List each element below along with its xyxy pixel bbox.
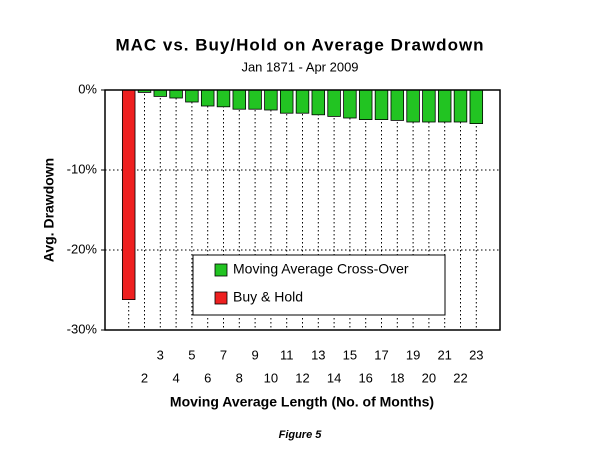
x-tick-label: 21: [437, 347, 451, 362]
bar: [232, 89, 247, 110]
y-tick-label: -10%: [67, 161, 98, 176]
legend-swatch: [214, 263, 228, 277]
x-tick-label: 9: [251, 347, 258, 362]
x-tick-label: 20: [422, 370, 436, 385]
bar: [374, 89, 389, 121]
y-axis-title: Avg. Drawdown: [41, 158, 57, 263]
bar: [185, 89, 199, 103]
x-axis-title: Moving Average Length (No. of Months): [170, 394, 434, 410]
bar: [200, 89, 215, 107]
bar: [311, 89, 326, 116]
bar: [469, 89, 484, 124]
x-tick-label: 4: [172, 370, 179, 385]
bar: [169, 89, 183, 99]
caption: Figure 5: [279, 429, 323, 441]
x-tick-label: 12: [295, 370, 309, 385]
x-tick-label: 14: [327, 370, 341, 385]
x-tick-label: 15: [343, 347, 357, 362]
bar: [216, 89, 231, 108]
bar: [343, 89, 357, 119]
chart-subtitle: Jan 1871 - Apr 2009: [241, 59, 358, 74]
x-tick-label: 13: [311, 347, 325, 362]
legend-label: Moving Average Cross-Over: [233, 261, 409, 277]
x-tick-label: 19: [406, 347, 420, 362]
bar: [453, 89, 468, 123]
x-tick-label: 6: [204, 370, 211, 385]
legend-label: Buy & Hold: [233, 289, 303, 305]
x-tick-label: 11: [280, 347, 294, 362]
bar: [422, 89, 436, 123]
plot-frame: [104, 89, 501, 331]
x-tick-label: 23: [469, 347, 483, 362]
y-tick-label: 0%: [78, 81, 97, 96]
bar: [279, 89, 294, 114]
x-tick-label: 8: [236, 370, 243, 385]
legend-swatch: [214, 291, 228, 305]
bar: [406, 89, 420, 123]
chart-title: MAC vs. Buy/Hold on Average Drawdown: [115, 35, 484, 54]
bar: [264, 89, 278, 111]
bar: [248, 89, 262, 110]
bar: [153, 89, 168, 97]
bar: [437, 89, 452, 123]
y-tick-label: -30%: [67, 321, 98, 336]
bar: [390, 89, 405, 121]
x-tick-label: 5: [188, 347, 195, 362]
y-tick-label: -20%: [67, 241, 98, 256]
x-tick-label: 18: [390, 370, 404, 385]
x-tick-label: 17: [374, 347, 388, 362]
x-tick-label: 22: [453, 370, 467, 385]
bar: [121, 89, 136, 301]
bar: [358, 89, 373, 121]
x-tick-label: 2: [141, 370, 148, 385]
bar: [295, 89, 310, 114]
x-tick-label: 16: [358, 370, 372, 385]
x-tick-label: 3: [157, 347, 164, 362]
x-tick-label: 7: [220, 347, 227, 362]
bar: [327, 89, 341, 117]
x-tick-label: 10: [264, 370, 278, 385]
legend-box: [192, 254, 446, 316]
